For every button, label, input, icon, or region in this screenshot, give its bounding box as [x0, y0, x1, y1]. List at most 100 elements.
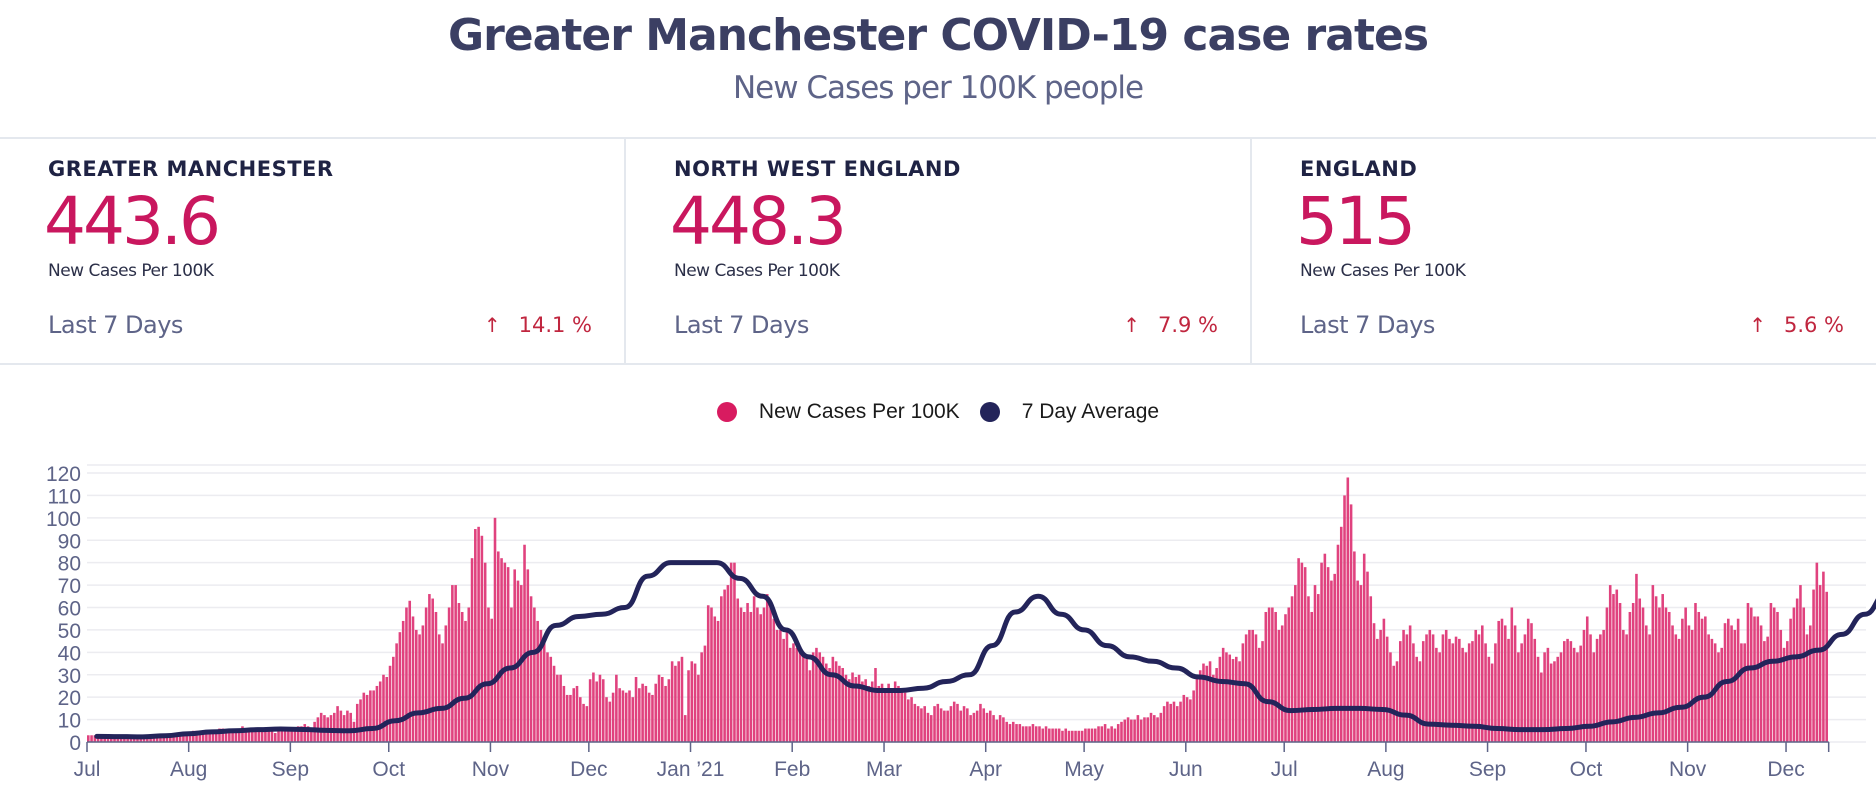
bar — [1205, 665, 1209, 742]
bar — [1215, 668, 1218, 742]
bar — [542, 638, 546, 742]
bar — [1474, 629, 1478, 742]
bar — [897, 685, 900, 742]
bar — [1008, 724, 1012, 742]
x-tick-label: Nov — [1669, 758, 1707, 781]
bar — [710, 607, 713, 742]
bar — [1077, 730, 1081, 742]
bar — [1471, 641, 1474, 742]
bar — [693, 663, 697, 742]
bar — [1061, 730, 1064, 742]
bar — [628, 690, 631, 742]
bar — [1421, 641, 1425, 742]
arrow-up-icon: ↑ — [483, 313, 501, 337]
bar — [1241, 643, 1245, 742]
bar — [355, 703, 359, 742]
bar — [972, 712, 976, 742]
bar — [359, 699, 362, 742]
x-tick-label: Dec — [570, 758, 607, 781]
y-tick-label: 50 — [58, 620, 81, 643]
bar — [1690, 629, 1694, 742]
bar — [234, 728, 238, 742]
bar — [874, 668, 877, 742]
legend-label: 7 Day Average — [1021, 400, 1160, 423]
bar — [1759, 625, 1763, 742]
bar — [191, 730, 195, 742]
bar — [529, 596, 533, 742]
bar — [1346, 477, 1350, 742]
bar — [1395, 661, 1399, 742]
bars — [87, 477, 1828, 742]
bar — [952, 701, 956, 742]
bar — [93, 735, 97, 742]
bar — [1385, 636, 1389, 742]
legend-item-7-day-average[interactable]: 7 Day Average — [979, 400, 1160, 424]
bar — [1031, 724, 1035, 742]
arrow-up-icon: ↑ — [1123, 313, 1140, 337]
bar — [1608, 585, 1612, 742]
bar — [1458, 638, 1461, 742]
bar — [257, 728, 261, 742]
bar — [1336, 544, 1340, 742]
bar — [1064, 728, 1068, 742]
bar — [539, 629, 543, 742]
bar — [982, 708, 986, 742]
bar — [424, 607, 428, 742]
bar — [621, 690, 625, 742]
bar — [1034, 726, 1038, 742]
bar — [1202, 663, 1205, 742]
bar — [1625, 634, 1628, 742]
bar — [231, 728, 234, 742]
bar — [533, 607, 536, 742]
bar — [1612, 594, 1615, 742]
bar — [966, 708, 969, 742]
bar — [1520, 643, 1523, 742]
legend-item-new-cases[interactable]: New Cases Per 100K — [716, 400, 960, 424]
bar — [1084, 728, 1087, 742]
bar — [142, 737, 146, 742]
bar — [713, 616, 717, 742]
bar — [480, 535, 484, 742]
bar — [769, 603, 772, 742]
bar — [169, 735, 172, 742]
bar — [1333, 573, 1336, 742]
bar — [1618, 603, 1622, 742]
bar — [1418, 661, 1422, 742]
bar — [890, 692, 894, 742]
bar — [1494, 643, 1497, 742]
bar — [1684, 607, 1687, 742]
bar — [1303, 567, 1307, 742]
bar — [451, 585, 454, 742]
bar — [319, 712, 323, 742]
x-tick-label: Jun — [1169, 758, 1203, 781]
x-tick-label: Aug — [170, 758, 207, 781]
bar — [1822, 571, 1825, 742]
bar — [1021, 726, 1025, 742]
bar — [1776, 611, 1779, 742]
bar — [1002, 717, 1005, 742]
bar — [175, 735, 179, 742]
bar — [1103, 724, 1107, 742]
bar — [664, 685, 667, 742]
bar — [939, 708, 943, 742]
bar — [1038, 726, 1041, 742]
bar — [811, 652, 815, 742]
bar — [1477, 634, 1481, 742]
bar — [362, 692, 366, 742]
card-change: ↑ 5.6 % — [1749, 313, 1844, 337]
bar — [1297, 558, 1300, 742]
bar — [828, 668, 831, 742]
bar — [674, 665, 677, 742]
bar — [1198, 670, 1202, 742]
bar — [1507, 638, 1510, 742]
x-tick-label: Jul — [1271, 758, 1298, 781]
bar — [1740, 643, 1743, 742]
bar — [1746, 603, 1750, 742]
bar — [1769, 603, 1773, 742]
page-title: Greater Manchester COVID-19 case rates — [447, 10, 1429, 61]
bar — [1320, 562, 1323, 742]
bar — [1526, 618, 1530, 742]
bar — [618, 688, 621, 742]
bar — [1005, 721, 1008, 742]
bar — [887, 683, 890, 742]
